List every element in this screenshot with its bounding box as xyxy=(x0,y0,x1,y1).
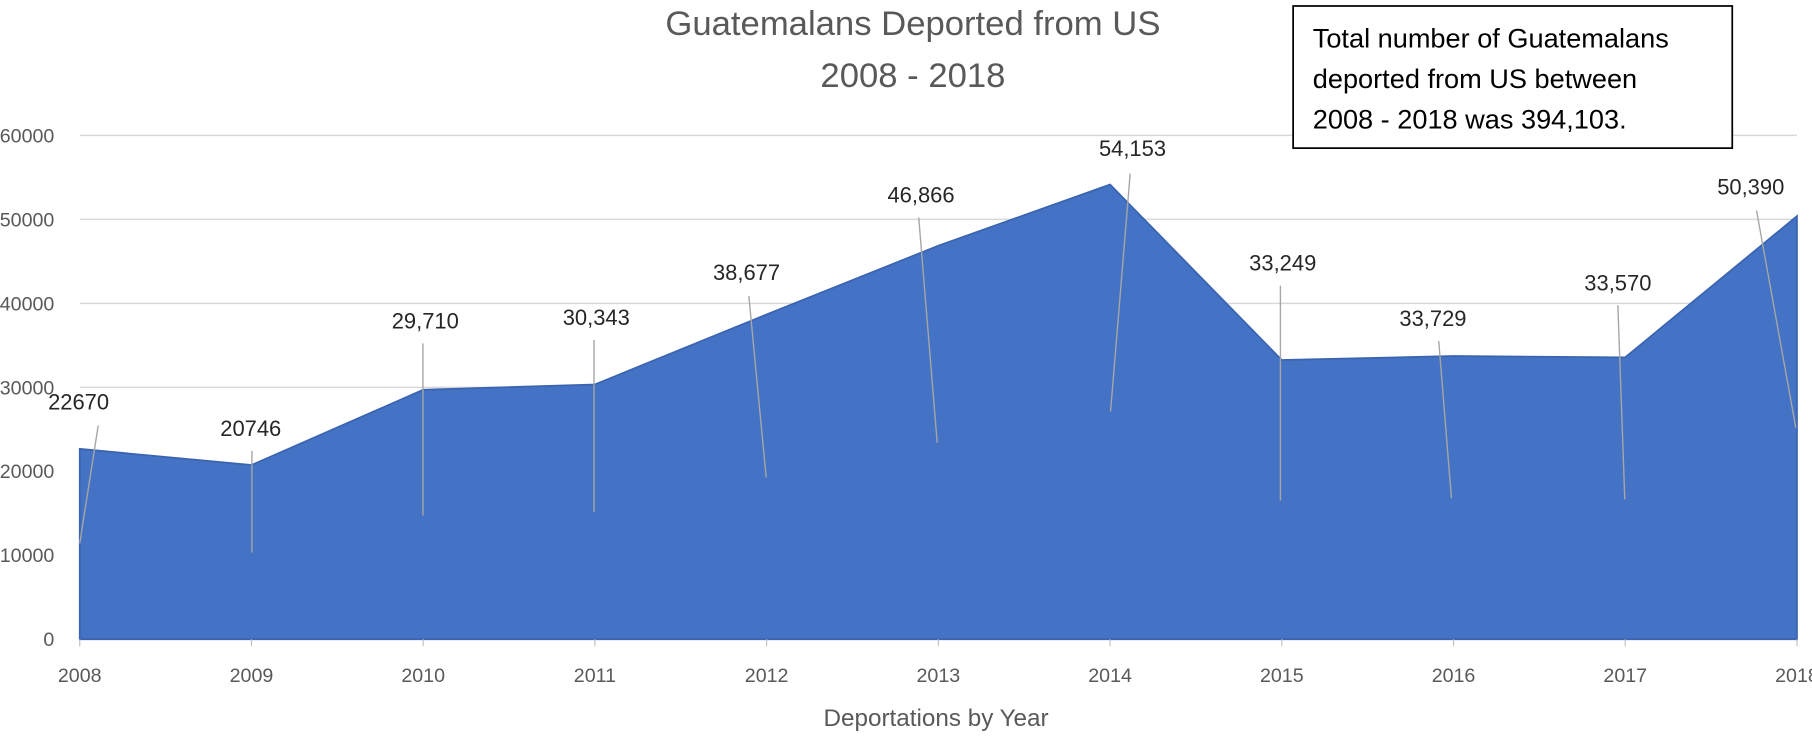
chart-title-line-2: 2008 - 2018 xyxy=(820,57,1005,95)
chart-title-line-1: Guatemalans Deported from US xyxy=(665,5,1160,43)
data-label: 29,710 xyxy=(392,308,459,333)
y-tick-label: 30000 xyxy=(0,377,54,399)
data-label: 46,866 xyxy=(887,182,954,207)
x-axis-label: Deportations by Year xyxy=(823,705,1048,732)
leader-line xyxy=(79,425,99,544)
leader-line xyxy=(748,295,767,478)
data-label: 20746 xyxy=(220,416,281,441)
y-tick-label: 0 xyxy=(43,629,54,651)
area-series xyxy=(78,183,1798,641)
annotation-box: Total number of Guatemalans deported fro… xyxy=(1292,5,1734,149)
annotation-line-3: 2008 - 2018 was 394,103. xyxy=(1313,103,1627,134)
leader-line xyxy=(1109,173,1131,412)
y-tick-label: 50000 xyxy=(0,209,54,231)
data-label: 33,729 xyxy=(1399,306,1466,331)
y-tick-label: 10000 xyxy=(0,545,54,567)
data-label: 22670 xyxy=(48,389,109,414)
leader-line xyxy=(1617,305,1626,500)
y-tick-label: 40000 xyxy=(0,293,54,315)
data-label: 50,390 xyxy=(1717,174,1784,199)
x-tick-label: 2008 xyxy=(58,665,102,687)
x-tick-label: 2011 xyxy=(574,665,616,687)
data-label: 38,677 xyxy=(713,260,780,285)
x-tick-label: 2015 xyxy=(1260,665,1304,687)
x-tick-label: 2017 xyxy=(1603,665,1647,687)
data-label: 54,153 xyxy=(1099,136,1166,161)
x-tick-label: 2012 xyxy=(745,665,789,687)
x-tick-label: 2013 xyxy=(917,665,961,687)
annotation-line-1: Total number of Guatemalans xyxy=(1313,23,1669,54)
x-tick-label: 2010 xyxy=(401,665,445,687)
x-tick-label: 2018 xyxy=(1775,665,1812,687)
leader-line xyxy=(1438,341,1453,499)
x-tick-label: 2009 xyxy=(230,665,274,687)
annotation-line-2: deported from US between xyxy=(1313,63,1637,94)
y-tick-label: 20000 xyxy=(0,461,54,483)
leader-line xyxy=(1755,210,1797,428)
data-label: 33,570 xyxy=(1584,270,1651,295)
data-label: 30,343 xyxy=(563,305,630,330)
x-tick-label: 2014 xyxy=(1088,665,1132,687)
leader-line xyxy=(918,217,938,443)
y-tick-label: 60000 xyxy=(0,125,54,147)
x-tick-label: 2016 xyxy=(1432,665,1476,687)
data-label: 33,249 xyxy=(1249,251,1316,276)
